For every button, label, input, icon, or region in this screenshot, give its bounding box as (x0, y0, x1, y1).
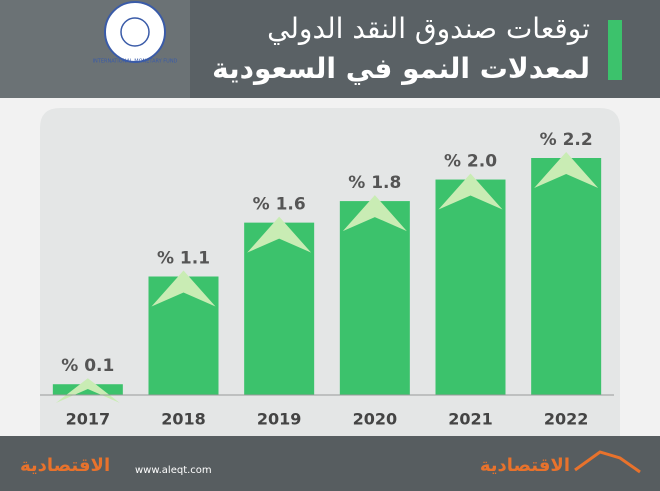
bar (244, 222, 315, 395)
x-tick-label: 2021 (448, 410, 493, 429)
bar-chevron (438, 173, 503, 210)
bar-chevron (342, 195, 407, 232)
footer-brand-left: الاقتصادية (20, 455, 110, 476)
chart-title: توقعات صندوق النقد الدولي (267, 12, 590, 45)
value-label: % 1.8 (348, 173, 401, 193)
header-accent (608, 20, 622, 80)
bar-chevron (247, 216, 312, 253)
chart-subtitle: لمعدلات النمو في السعودية (212, 52, 590, 85)
footer-decoration (574, 450, 641, 474)
value-label: % 0.1 (61, 356, 114, 376)
header-panel (190, 0, 660, 98)
bar-chevron (151, 270, 216, 307)
footer-band (0, 436, 660, 491)
x-tick-label: 2017 (66, 410, 111, 429)
imf-logo-globe (120, 17, 150, 47)
bar (148, 276, 219, 395)
bar-chevron (534, 152, 599, 188)
value-label: % 2.0 (444, 152, 497, 172)
imf-logo (104, 1, 166, 63)
bar (52, 384, 123, 395)
footer-brand-right: الاقتصادية (480, 455, 570, 476)
x-tick-label: 2020 (353, 410, 398, 429)
value-label: % 1.6 (253, 195, 306, 215)
logo-text: INTERNATIONAL MONETARY FUND (93, 59, 178, 65)
x-tick-label: 2018 (161, 410, 206, 429)
bar-chevron (55, 378, 120, 403)
bar (339, 201, 410, 395)
value-label: % 2.2 (540, 130, 593, 150)
footer-website: www.aleqt.com (135, 465, 212, 476)
x-tick-label: 2019 (257, 410, 302, 429)
value-label: % 1.1 (157, 249, 210, 269)
bar (531, 158, 602, 395)
bar (435, 179, 506, 395)
x-tick-label: 2022 (544, 410, 589, 429)
